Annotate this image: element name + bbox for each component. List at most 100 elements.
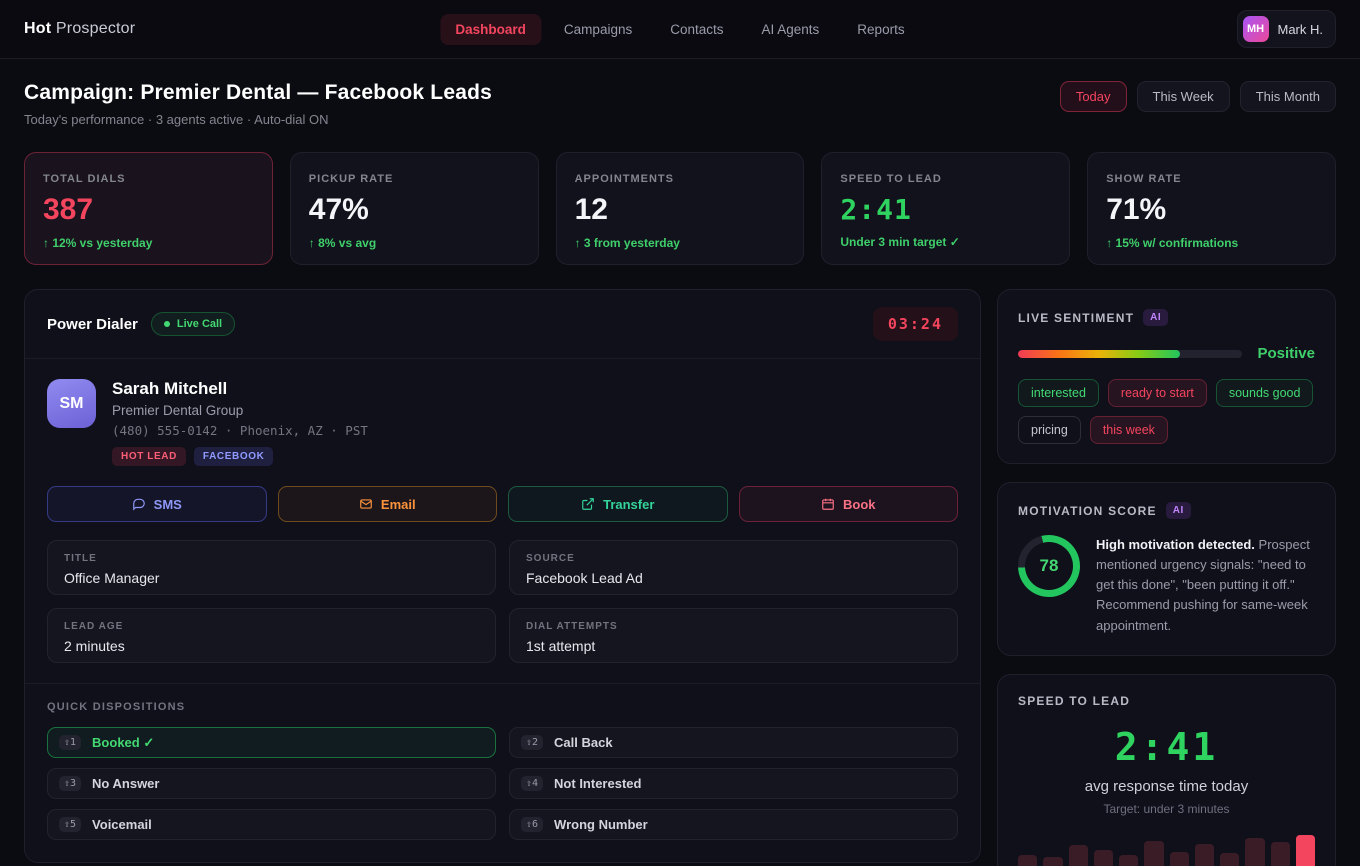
quick-dispositions: QUICK DISPOSITIONS ⇧1 Booked ✓ ⇧2 Call B…	[25, 683, 980, 862]
sms-label: SMS	[153, 496, 182, 512]
disposition-label: Not Interested	[554, 776, 642, 791]
email-icon	[360, 499, 372, 509]
tag-facebook: FACEBOOK	[193, 447, 274, 466]
shortcut-key: ⇧4	[521, 776, 544, 791]
book-button[interactable]: Book	[738, 486, 958, 522]
motivation-body: Prospect mentioned urgency signals: "nee…	[1096, 537, 1310, 633]
field-value: Facebook Lead Ad	[526, 570, 643, 586]
disposition-label: No Answer	[92, 776, 160, 791]
disposition-voicemail[interactable]: ⇧5 Voicemail	[47, 809, 496, 840]
ai-badge: AI	[1143, 309, 1169, 326]
power-dialer-panel: Power Dialer Live Call 03:24 SM Sarah Mi…	[24, 289, 981, 863]
nav-tab-contacts[interactable]: Contacts	[670, 21, 724, 37]
stats-row: TOTAL DIALS 387 ↑ 12% vs yesterday PICKU…	[24, 152, 1336, 265]
sentiment-title: LIVE SENTIMENT	[1018, 310, 1135, 325]
bar	[1043, 856, 1063, 866]
sentiment-bar-fill	[1018, 349, 1180, 358]
motivation-score-card: MOTIVATION SCORE AI 78 High motivation d…	[997, 482, 1336, 656]
live-call-label: Live Call	[176, 318, 223, 330]
bar	[1194, 843, 1214, 866]
calendar-icon	[822, 498, 834, 510]
speed-target: Target: under 3 minutes	[1103, 801, 1230, 816]
nav-tab-ai-agents[interactable]: AI Agents	[761, 21, 820, 37]
disposition-label: Call Back	[554, 735, 613, 750]
field-lead-age: LEAD AGE 2 minutes	[47, 608, 496, 663]
dialer-title: Power Dialer	[47, 315, 138, 333]
sentiment-tag: interested	[1018, 379, 1099, 407]
bar	[1295, 834, 1315, 866]
stat-delta: ↑ 15% w/ confirmations	[1106, 236, 1239, 250]
sentiment-bar-track	[1018, 349, 1243, 358]
range-month-button[interactable]: This Month	[1239, 81, 1336, 112]
sms-button[interactable]: SMS	[47, 486, 267, 522]
disposition-booked[interactable]: ⇧1 Booked ✓	[47, 727, 496, 758]
brand-logo: Hot Prospector	[24, 20, 135, 38]
stat-value: 2:41	[840, 193, 912, 226]
field-label: LEAD AGE	[64, 621, 124, 632]
transfer-button[interactable]: Transfer	[508, 486, 728, 522]
contact-company: Premier Dental Group	[112, 403, 244, 418]
motivation-title: MOTIVATION SCORE	[1018, 503, 1157, 518]
field-source: SOURCE Facebook Lead Ad	[509, 540, 958, 595]
range-today-button[interactable]: Today	[1059, 81, 1127, 112]
stat-label: SPEED TO LEAD	[840, 173, 942, 185]
live-call-badge: Live Call	[150, 312, 236, 336]
stat-card-appointments: APPOINTMENTS 12 ↑ 3 from yesterday	[555, 152, 805, 265]
sentiment-tags: interested ready to start sounds good pr…	[1018, 379, 1315, 444]
stat-label: PICKUP RATE	[308, 173, 394, 185]
field-value: Office Manager	[64, 570, 160, 586]
user-name: Mark H.	[1277, 21, 1324, 37]
stat-card-pickup-rate: PICKUP RATE 47% ↑ 8% vs avg	[289, 152, 539, 265]
sentiment-tag: this week	[1089, 416, 1168, 444]
disposition-label: Booked ✓	[92, 734, 155, 750]
call-timer: 03:24	[872, 307, 958, 341]
sentiment-tag: pricing	[1018, 416, 1081, 444]
stat-label: SHOW RATE	[1106, 173, 1182, 185]
stat-delta: Under 3 min target ✓	[840, 235, 960, 249]
bar	[1018, 854, 1038, 866]
speed-title: SPEED TO LEAD	[1018, 693, 1131, 708]
bar	[1220, 852, 1240, 866]
sms-icon	[132, 498, 145, 511]
bar	[1093, 849, 1113, 866]
stat-value: 387	[43, 193, 94, 226]
nav-tab-reports[interactable]: Reports	[857, 21, 905, 37]
date-range-switcher: Today This Week This Month	[1059, 81, 1336, 112]
dispositions-title: QUICK DISPOSITIONS	[47, 701, 186, 713]
nav-tab-campaigns[interactable]: Campaigns	[563, 21, 633, 37]
main-nav: Dashboard Campaigns Contacts AI Agents R…	[440, 13, 919, 45]
stat-card-speed-to-lead: SPEED TO LEAD 2:41 Under 3 min target ✓	[821, 152, 1071, 265]
contact-avatar: SM	[47, 379, 96, 428]
bar	[1169, 851, 1189, 866]
disposition-wrong-number[interactable]: ⇧6 Wrong Number	[509, 809, 958, 840]
disposition-not-interested[interactable]: ⇧4 Not Interested	[509, 768, 958, 799]
stat-card-show-rate: SHOW RATE 71% ↑ 15% w/ confirmations	[1087, 152, 1336, 265]
shortcut-key: ⇧3	[59, 776, 82, 791]
field-label: TITLE	[64, 553, 97, 564]
live-sentiment-card: LIVE SENTIMENT AI Positive interested re…	[997, 289, 1336, 464]
email-button[interactable]: Email	[277, 486, 497, 522]
contact-meta: (480) 555-0142 · Phoenix, AZ · PST	[112, 423, 368, 438]
bar	[1144, 840, 1164, 866]
book-label: Book	[843, 496, 876, 512]
nav-tab-dashboard[interactable]: Dashboard	[440, 13, 541, 45]
ai-badge: AI	[1165, 502, 1191, 519]
motivation-lead: High motivation detected.	[1096, 537, 1255, 552]
action-buttons: SMS Email Transfer Book	[47, 486, 958, 522]
stat-label: TOTAL DIALS	[43, 173, 126, 185]
stat-delta: ↑ 8% vs avg	[308, 236, 377, 250]
motivation-text: High motivation detected. Prospect menti…	[1096, 535, 1315, 636]
stat-delta: ↑ 12% vs yesterday	[43, 236, 153, 250]
disposition-label: Wrong Number	[554, 817, 648, 832]
page-title: Campaign: Premier Dental — Facebook Lead…	[24, 81, 492, 104]
user-menu[interactable]: MH Mark H.	[1236, 10, 1336, 48]
disposition-no-answer[interactable]: ⇧3 No Answer	[47, 768, 496, 799]
stat-value: 47%	[308, 193, 369, 226]
page-subtitle: Today's performance · 3 agents active · …	[24, 112, 329, 127]
disposition-call-back[interactable]: ⇧2 Call Back	[509, 727, 958, 758]
motivation-score-value: 78	[1025, 542, 1073, 590]
live-dot-icon	[163, 321, 170, 327]
range-week-button[interactable]: This Week	[1136, 81, 1230, 112]
sentiment-label: Positive	[1257, 345, 1315, 362]
contact-name: Sarah Mitchell	[112, 379, 228, 398]
